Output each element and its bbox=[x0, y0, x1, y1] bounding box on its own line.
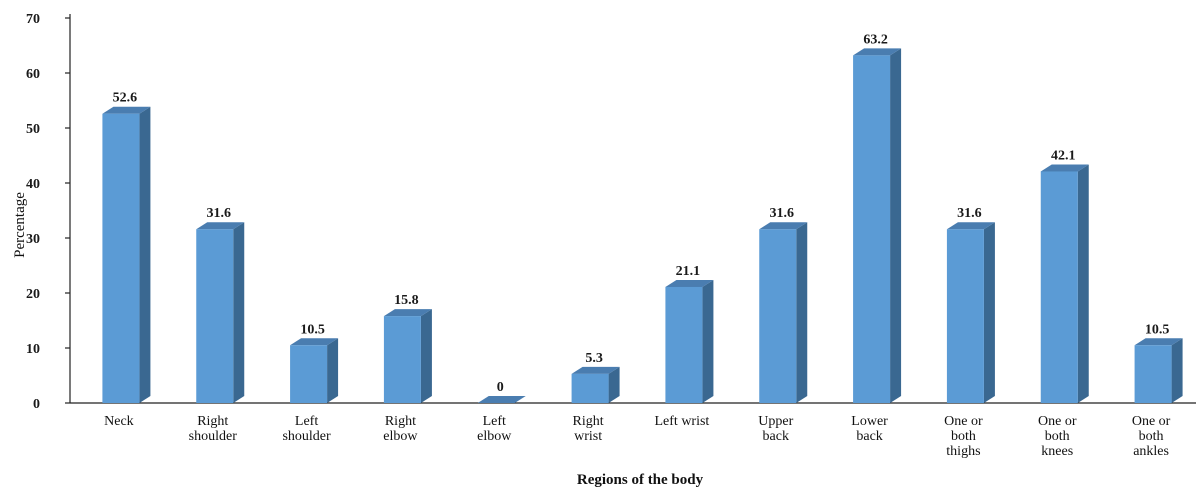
data-labels: 52.6 31.6 10.5 15.8 0 5.3 21.1 31.6 63.2 31.6 42.1… bbox=[113, 32, 1170, 395]
data-label: 21.1 bbox=[676, 264, 701, 279]
x-tick-label: Right wrist bbox=[573, 414, 604, 444]
data-label: 31.6 bbox=[770, 206, 795, 221]
bar bbox=[383, 309, 432, 403]
bar bbox=[1134, 338, 1183, 403]
bar-top-face bbox=[759, 222, 808, 230]
bar-top-face bbox=[477, 396, 526, 403]
data-label: 31.6 bbox=[957, 206, 982, 221]
bar-front-face bbox=[946, 229, 984, 403]
bar-front-face bbox=[196, 229, 234, 403]
x-tick-label: One or both knees bbox=[1038, 414, 1077, 459]
bar bbox=[1040, 164, 1089, 403]
bar-side-face bbox=[702, 279, 714, 403]
bar-side-face bbox=[608, 366, 620, 403]
bar-top-face bbox=[383, 309, 432, 317]
y-tick-label: 50 bbox=[26, 122, 40, 137]
bar-front-face bbox=[1040, 171, 1078, 403]
bar-side-face bbox=[1077, 164, 1089, 403]
x-tick-label: Right elbow bbox=[383, 414, 418, 444]
y-tick-label: 70 bbox=[26, 12, 40, 27]
data-label: 5.3 bbox=[585, 351, 603, 366]
bar-front-face bbox=[665, 286, 703, 403]
bar-top-face bbox=[571, 366, 620, 374]
bar-side-face bbox=[139, 106, 151, 403]
x-axis-title: Regions of the body bbox=[577, 472, 704, 488]
bar-front-face bbox=[759, 229, 797, 403]
bar-front-face bbox=[102, 113, 140, 403]
data-label: 63.2 bbox=[863, 32, 888, 47]
y-tick-label: 10 bbox=[26, 342, 40, 357]
x-tick-label: Left elbow bbox=[477, 414, 512, 444]
bar-top-face bbox=[665, 279, 714, 287]
y-axis-title: Percentage bbox=[12, 192, 28, 258]
bar-front-face bbox=[290, 345, 328, 403]
data-label: 31.6 bbox=[207, 206, 232, 221]
data-label: 42.1 bbox=[1051, 148, 1076, 163]
y-tick-label: 20 bbox=[26, 287, 40, 302]
data-label: 52.6 bbox=[113, 91, 138, 106]
x-tick-label: Lower back bbox=[851, 414, 888, 444]
bar-side-face bbox=[983, 222, 995, 403]
bar-top-face bbox=[853, 48, 902, 56]
bar-side-face bbox=[327, 338, 339, 403]
bar bbox=[946, 222, 995, 403]
x-tick-label: Right shoulder bbox=[189, 414, 238, 444]
bar bbox=[665, 279, 714, 403]
data-label: 15.8 bbox=[394, 293, 419, 308]
data-label: 10.5 bbox=[1145, 322, 1170, 337]
x-tick-label: Neck bbox=[104, 414, 134, 429]
bar-front-face bbox=[383, 316, 421, 403]
bar bbox=[759, 222, 808, 403]
bar-front-face bbox=[1134, 345, 1172, 403]
bar-top-face bbox=[196, 222, 245, 230]
x-tick-label: Upper back bbox=[758, 414, 793, 444]
bar bbox=[853, 48, 902, 404]
bar-front-face bbox=[853, 55, 891, 404]
x-tick-label: One or both thighs bbox=[944, 414, 983, 459]
bar-side-face bbox=[890, 48, 902, 404]
bar-side-face bbox=[1171, 338, 1183, 403]
y-tick-label: 30 bbox=[26, 232, 40, 247]
bar bbox=[196, 222, 245, 403]
bar-series bbox=[102, 48, 1183, 404]
bar-side-face bbox=[420, 309, 432, 403]
y-tick-label: 60 bbox=[26, 67, 40, 82]
data-label: 10.5 bbox=[300, 322, 325, 337]
bar-side-face bbox=[796, 222, 808, 403]
bar-top-face bbox=[1040, 164, 1089, 172]
chart-axes: 0 10 20 30 40 50 60 70 Neck Right shoulder Left shou… bbox=[26, 12, 1196, 459]
bar bbox=[571, 366, 620, 403]
bar-top-face bbox=[946, 222, 995, 230]
y-tick-label: 0 bbox=[33, 397, 40, 412]
x-tick-label: Left shoulder bbox=[282, 414, 331, 444]
bar bbox=[102, 106, 151, 403]
bar-side-face bbox=[233, 222, 245, 403]
bar-front-face bbox=[571, 373, 609, 403]
bar-top-face bbox=[102, 106, 151, 114]
x-tick-label: One or both ankles bbox=[1132, 414, 1171, 459]
bar-top-face bbox=[290, 338, 339, 346]
bar bbox=[477, 396, 526, 403]
y-tick-label: 40 bbox=[26, 177, 40, 192]
x-tick-label: Left wrist bbox=[655, 414, 710, 429]
data-label: 0 bbox=[497, 380, 504, 395]
bar bbox=[290, 338, 339, 403]
bar-top-face bbox=[1134, 338, 1183, 346]
